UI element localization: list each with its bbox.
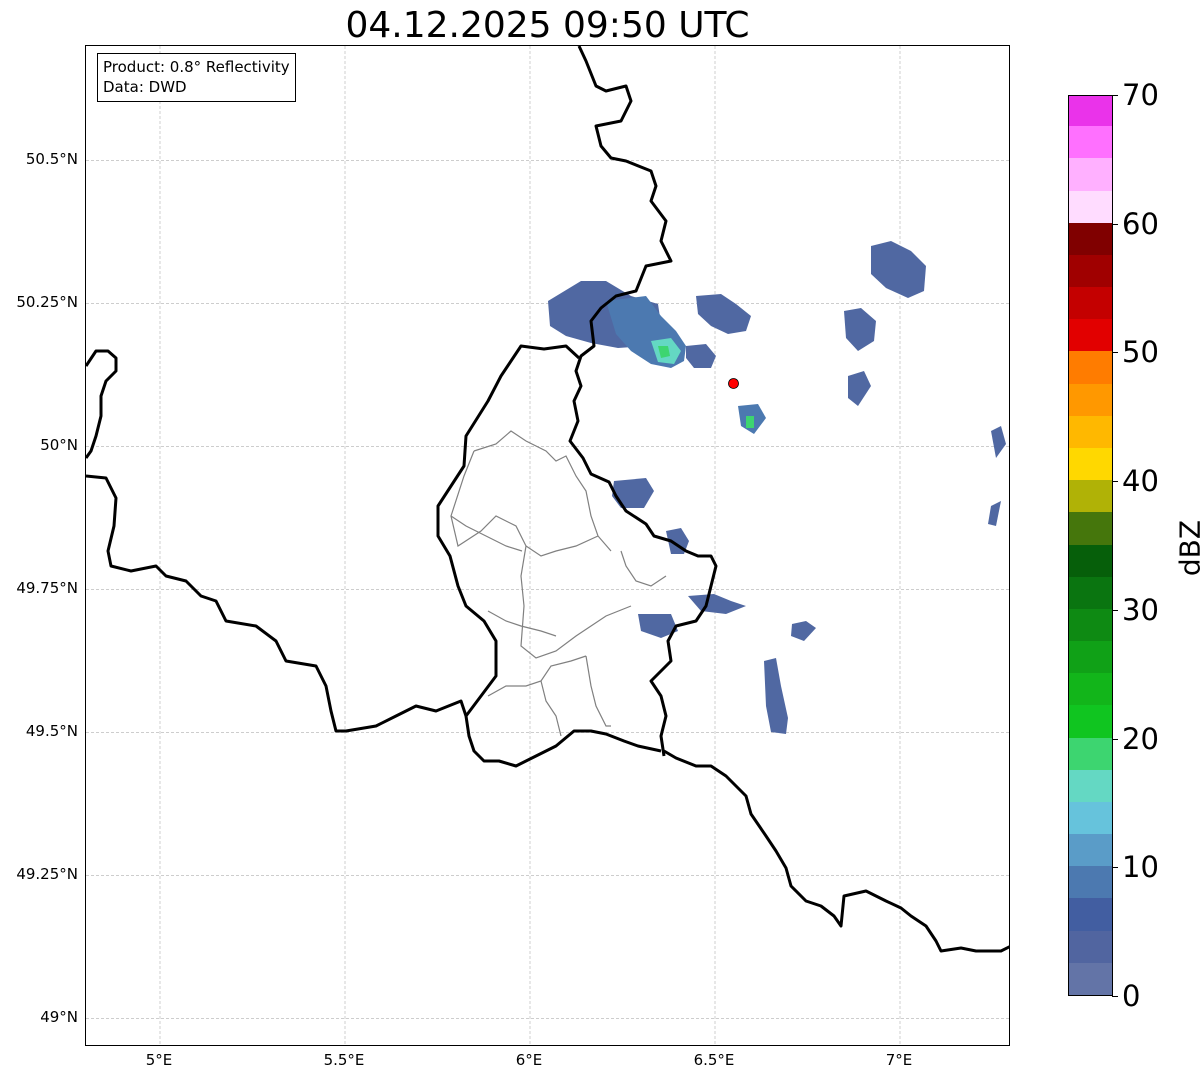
colorbar-segment — [1069, 157, 1112, 191]
colorbar-segment — [1069, 865, 1112, 899]
latitude-tick-label: 49.75°N — [16, 579, 78, 598]
colorbar-tick-label: 0 — [1122, 979, 1141, 1013]
radar-map[interactable] — [85, 45, 1010, 1046]
latitude-tick-label: 49.25°N — [16, 865, 78, 884]
colorbar-segment — [1069, 640, 1112, 674]
colorbar-tick-label: 70 — [1122, 78, 1159, 112]
colorbar-segment — [1069, 576, 1112, 609]
echo-cluster-east-b — [686, 344, 716, 368]
echo-cluster-south-b — [688, 594, 746, 614]
colorbar-segment — [1069, 769, 1112, 802]
map-canvas — [86, 46, 1009, 1045]
echo-cluster-east-a — [696, 294, 751, 334]
colorbar — [1068, 95, 1113, 996]
graticule — [86, 46, 1009, 1045]
colorbar-segment — [1069, 479, 1112, 513]
country-borders — [86, 46, 1009, 953]
echo-core-mid — [746, 416, 754, 428]
precipitation-echoes — [548, 241, 1006, 734]
border-lux-west — [436, 344, 662, 768]
colorbar-segment — [1069, 350, 1112, 384]
latitude-tick-label: 50.25°N — [16, 293, 78, 312]
colorbar-segment — [1069, 672, 1112, 706]
map-title: 04.12.2025 09:50 UTC — [345, 5, 750, 46]
longitude-tick-label: 6.5°E — [693, 1051, 735, 1069]
colorbar-segment — [1069, 96, 1112, 127]
data-source-label: Data: DWD — [103, 78, 187, 96]
echo-cluster-far-east — [991, 426, 1006, 458]
colorbar-segment — [1069, 736, 1112, 770]
product-info-box: Product: 0.8° Reflectivity Data: DWD — [97, 53, 296, 102]
district-borders — [450, 430, 667, 737]
colorbar-tick-mark — [1112, 867, 1118, 869]
colorbar-segment — [1069, 801, 1112, 835]
colorbar-segment — [1069, 447, 1112, 481]
colorbar-segment — [1069, 543, 1112, 577]
colorbar-tick-label: 50 — [1122, 335, 1159, 370]
colorbar-tick-mark — [1112, 481, 1118, 483]
latitude-tick-label: 50°N — [40, 436, 78, 455]
longitude-tick-label: 5.5°E — [323, 1051, 365, 1069]
echo-cluster-south-c — [791, 621, 816, 641]
colorbar-segment — [1069, 383, 1112, 416]
echo-cluster-far-east-b — [988, 501, 1001, 526]
border-belgium-northwest — [86, 349, 118, 459]
latitude-tick-label: 49°N — [40, 1008, 78, 1027]
echo-cluster-far-south — [764, 658, 788, 734]
colorbar-tick-mark — [1112, 609, 1118, 611]
colorbar-tick-label: 60 — [1122, 206, 1159, 241]
echo-cluster-south-d — [638, 614, 678, 638]
border-belgium-france — [86, 474, 468, 733]
longitude-tick-label: 6°E — [515, 1051, 543, 1069]
colorbar-tick-mark — [1112, 738, 1118, 740]
colorbar-tick-label: 40 — [1122, 464, 1159, 499]
colorbar-tick-label: 30 — [1122, 592, 1159, 627]
colorbar-tick-mark — [1112, 996, 1118, 997]
radar-site-marker — [728, 378, 739, 389]
colorbar-tick-mark — [1112, 95, 1118, 96]
longitude-tick-label: 7°E — [885, 1051, 913, 1069]
colorbar-tick-mark — [1112, 223, 1118, 225]
colorbar-segment — [1069, 125, 1112, 159]
border-germany-belgium — [568, 46, 718, 757]
colorbar-segment — [1069, 511, 1112, 545]
colorbar-segment — [1069, 415, 1112, 448]
echo-cluster-ne — [871, 241, 926, 298]
colorbar-label: dBZ — [1173, 519, 1202, 577]
echo-cluster-e2 — [848, 371, 871, 406]
latitude-tick-label: 50.5°N — [25, 150, 78, 169]
echo-core-bright — [658, 346, 670, 358]
colorbar-segment — [1069, 704, 1112, 738]
latitude-tick-label: 49.5°N — [25, 722, 78, 741]
colorbar-segment — [1069, 930, 1112, 963]
border-france-germany — [663, 749, 1009, 953]
colorbar-segment — [1069, 897, 1112, 931]
colorbar-tick-mark — [1112, 352, 1118, 354]
colorbar-tick-label: 20 — [1122, 721, 1159, 756]
colorbar-segment — [1069, 254, 1112, 288]
colorbar-segment — [1069, 222, 1112, 255]
colorbar-segment — [1069, 962, 1112, 995]
product-label: Product: 0.8° Reflectivity — [103, 58, 290, 76]
colorbar-tick-label: 10 — [1122, 850, 1159, 885]
longitude-tick-label: 5°E — [145, 1051, 173, 1069]
colorbar-segment — [1069, 318, 1112, 352]
colorbar-segment — [1069, 189, 1112, 223]
colorbar-segment — [1069, 608, 1112, 642]
echo-cluster-river — [612, 478, 654, 508]
echo-cluster-e1 — [844, 308, 876, 351]
colorbar-segment — [1069, 833, 1112, 867]
colorbar-segment — [1069, 286, 1112, 320]
